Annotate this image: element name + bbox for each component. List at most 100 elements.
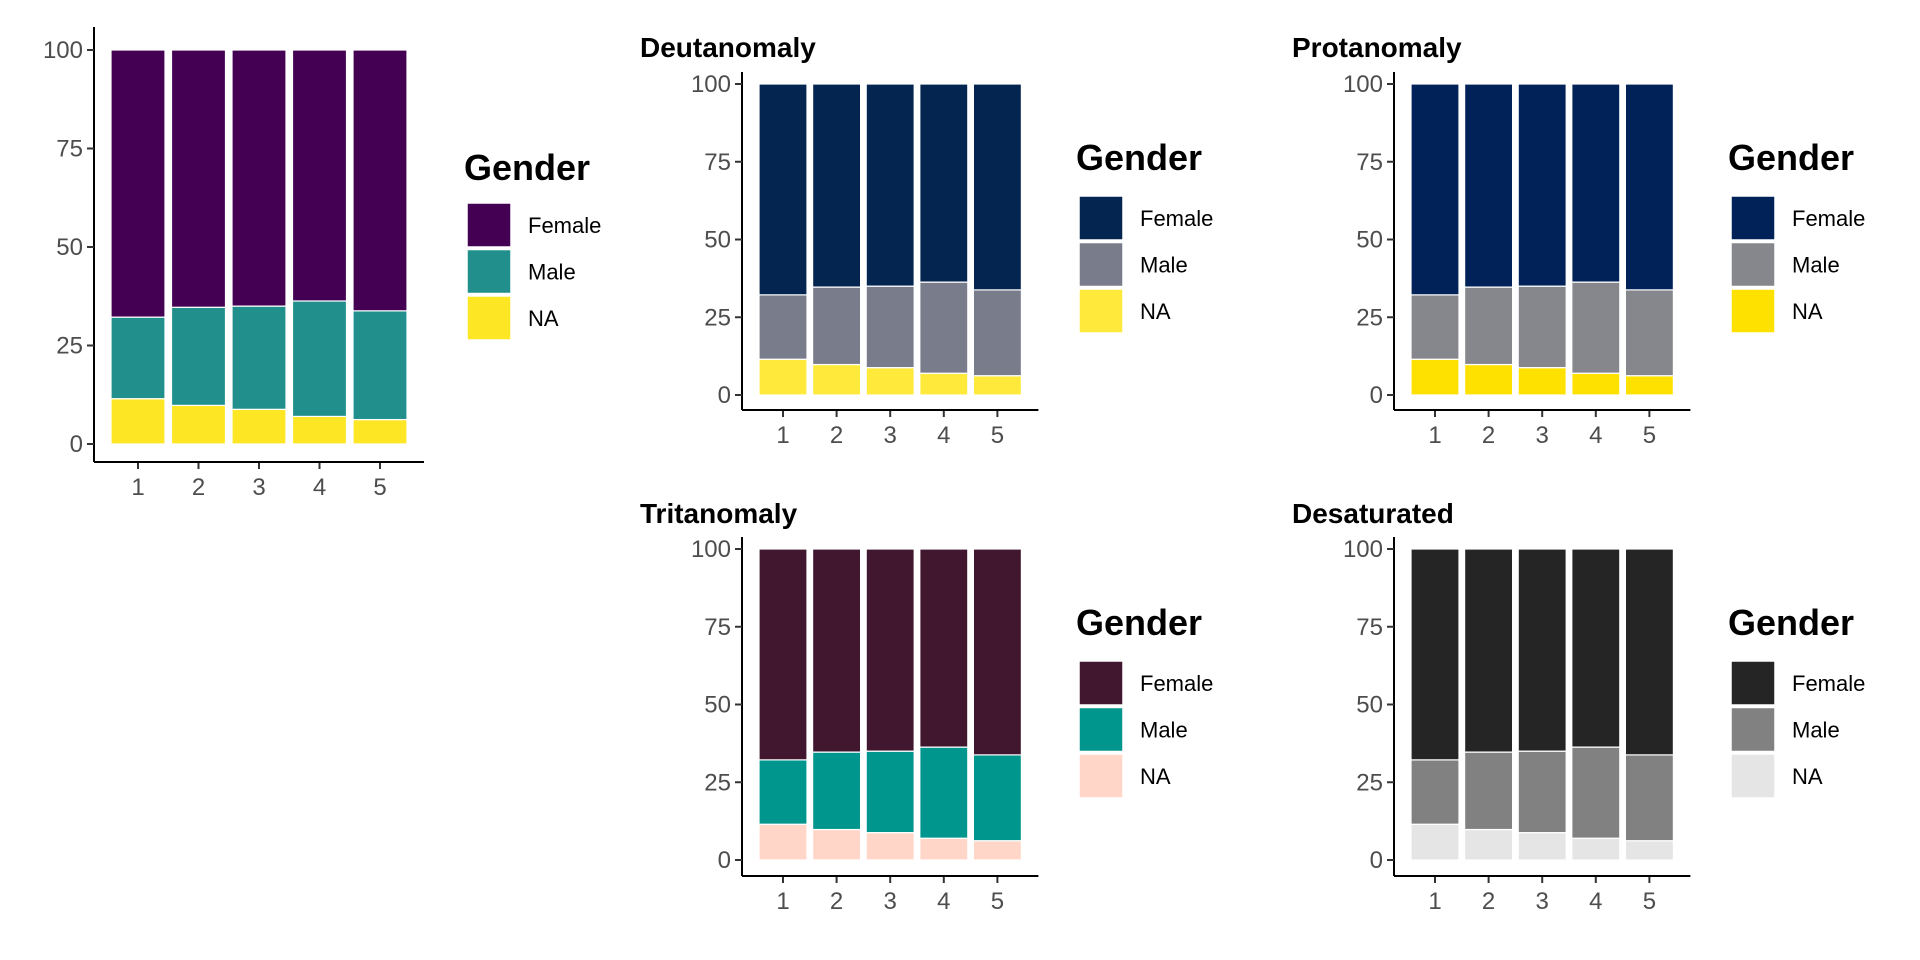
bar-segment-male-4: [919, 281, 969, 374]
bar-segment-na-5: [352, 418, 408, 445]
bar-segment-female-2: [811, 83, 862, 288]
y-tick-label: 50: [704, 692, 731, 719]
x-tick-label: 3: [1536, 888, 1549, 915]
legend-label-na: NA: [1792, 299, 1823, 324]
x-tick-label: 5: [1643, 888, 1656, 915]
x-tick-label: 3: [1536, 422, 1549, 449]
bar-segment-na-3: [865, 832, 915, 861]
legend-key-male: [466, 248, 512, 295]
legend-key-female: [466, 202, 512, 248]
y-tick-label: 100: [1343, 536, 1383, 563]
x-tick-label: 2: [1482, 422, 1495, 449]
x-tick-label: 2: [192, 474, 205, 501]
bar-segment-female-4: [919, 83, 969, 283]
y-tick-label: 0: [1370, 382, 1383, 409]
bar-segment-na-4: [1571, 372, 1621, 396]
bar-segment-na-1: [758, 358, 808, 396]
x-tick-label: 3: [252, 474, 265, 501]
bar-segment-female-3: [1517, 548, 1567, 752]
y-tick-label: 100: [691, 71, 731, 98]
legend-key-na: [1730, 288, 1776, 334]
bar-segment-male-3: [865, 285, 915, 369]
y-tick-label: 0: [1370, 847, 1383, 874]
x-tick-label: 4: [937, 888, 950, 915]
y-tick-label: 100: [43, 37, 83, 64]
legend-title: Gender: [1076, 602, 1202, 643]
legend-label-male: Male: [1792, 253, 1840, 278]
legend-label-female: Female: [1140, 206, 1213, 231]
legend-label-na: NA: [528, 306, 559, 331]
legend-key-female: [1730, 660, 1776, 706]
bar-segment-na-4: [919, 837, 969, 861]
bar-segment-male-2: [170, 306, 227, 406]
legend-label-na: NA: [1140, 764, 1171, 789]
legend: Gender Female Male NA: [1076, 137, 1213, 334]
bar-segment-female-2: [170, 49, 227, 308]
bar-segment-male-1: [758, 759, 808, 825]
bar-segment-female-1: [1410, 83, 1460, 296]
bar-segment-male-4: [1571, 746, 1621, 839]
legend: Gender Female Male NA: [1728, 602, 1865, 799]
x-tick-label: 1: [776, 888, 789, 915]
x-tick-label: 5: [991, 422, 1004, 449]
legend-key-female: [1078, 195, 1124, 241]
bar-segment-female-3: [231, 49, 287, 307]
legend-title: Gender: [1728, 137, 1854, 178]
bar-segment-na-1: [1410, 823, 1460, 861]
y-tick-label: 75: [56, 136, 83, 163]
bar-segment-female-2: [1463, 548, 1514, 753]
legend-key-male: [1730, 706, 1776, 753]
bar-segment-male-1: [110, 316, 166, 400]
bar-segment-female-3: [865, 548, 915, 752]
x-tick-label: 2: [830, 888, 843, 915]
legend-title: Gender: [1728, 602, 1854, 643]
bar-segment-male-4: [919, 746, 969, 839]
y-tick-label: 0: [718, 382, 731, 409]
bar-segment-female-2: [1463, 83, 1514, 288]
bar-segment-na-1: [758, 823, 808, 861]
panel-title: Tritanomaly: [640, 498, 798, 529]
bar-segment-male-2: [811, 286, 862, 366]
x-tick-label: 1: [131, 474, 144, 501]
bar-segment-female-5: [352, 49, 408, 312]
x-tick-label: 3: [884, 888, 897, 915]
x-tick-label: 1: [776, 422, 789, 449]
bar-segment-female-5: [1624, 83, 1675, 291]
y-tick-label: 75: [1356, 149, 1383, 176]
bar-segment-na-2: [1463, 363, 1514, 396]
y-tick-label: 0: [70, 431, 83, 458]
y-tick-label: 50: [704, 227, 731, 254]
bar-segment-na-4: [291, 415, 348, 445]
bar-segment-female-1: [758, 83, 808, 296]
bar-segment-female-4: [291, 49, 348, 302]
bar-segment-na-1: [1410, 358, 1460, 396]
x-tick-label: 5: [991, 888, 1004, 915]
bar-segment-male-5: [1624, 754, 1675, 842]
x-tick-label: 2: [830, 422, 843, 449]
legend-label-female: Female: [1792, 671, 1865, 696]
legend-label-male: Male: [1140, 253, 1188, 278]
legend-key-male: [1078, 241, 1124, 288]
x-tick-label: 4: [937, 422, 950, 449]
legend-key-na: [466, 295, 512, 341]
legend-key-na: [1078, 753, 1124, 799]
y-tick-label: 75: [1356, 614, 1383, 641]
x-tick-label: 4: [313, 474, 326, 501]
bar-segment-na-3: [1517, 832, 1567, 861]
panel-title: Desaturated: [1292, 498, 1454, 529]
bar-segment-male-3: [1517, 285, 1567, 369]
bar-segment-na-1: [110, 398, 166, 445]
bar-segment-female-2: [811, 548, 862, 753]
legend-label-na: NA: [1140, 299, 1171, 324]
bar-segment-female-1: [110, 49, 166, 318]
legend: Gender Female Male NA: [464, 147, 601, 341]
bar-segment-male-2: [1463, 286, 1514, 366]
bar-segment-male-1: [1410, 294, 1460, 360]
bar-segment-male-3: [865, 750, 915, 834]
bar-segment-na-3: [865, 367, 915, 396]
bar-segment-female-5: [972, 83, 1023, 291]
bar-segment-na-3: [231, 408, 287, 445]
